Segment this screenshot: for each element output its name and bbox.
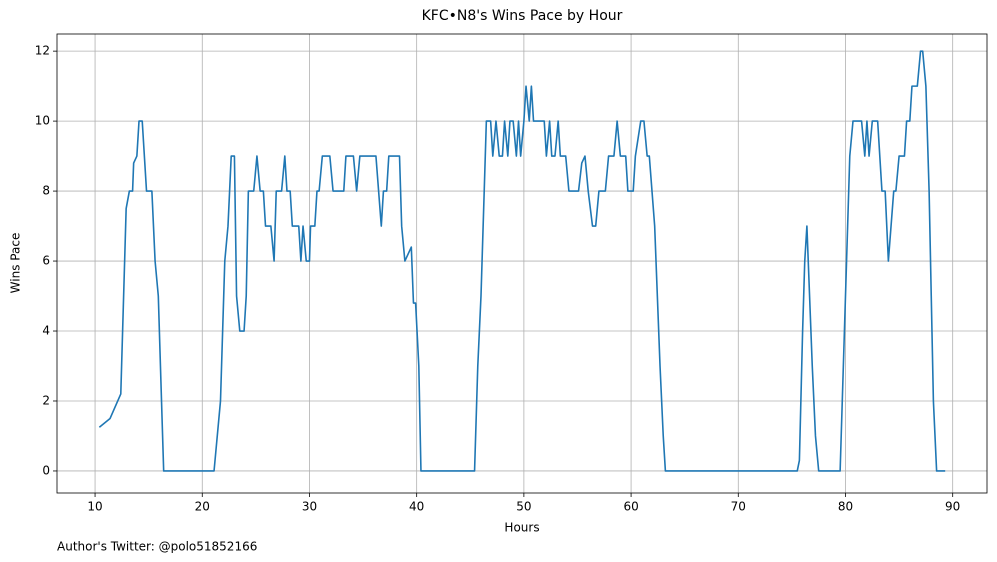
x-tick-label: 90 (945, 500, 960, 514)
y-tick-label: 6 (42, 254, 50, 268)
x-tick-label: 70 (731, 500, 746, 514)
data-line (98, 50, 946, 472)
x-tick-label: 40 (409, 500, 424, 514)
x-tick-label: 50 (516, 500, 531, 514)
y-tick-label: 4 (42, 324, 50, 338)
y-tick-label: 12 (35, 44, 50, 58)
x-tick-label: 30 (302, 500, 317, 514)
chart-title: KFC•N8's Wins Pace by Hour (422, 8, 623, 24)
x-tick-label: 10 (87, 500, 102, 514)
y-tick-label: 0 (42, 463, 50, 477)
y-tick-label: 8 (42, 184, 50, 198)
x-tick-label: 60 (623, 500, 638, 514)
y-tick-label: 2 (42, 393, 50, 407)
x-tick-label: 20 (195, 500, 210, 514)
footnote: Author's Twitter: @polo51852166 (57, 540, 257, 554)
x-axis-label: Hours (504, 521, 539, 535)
y-axis-label: Wins Pace (9, 233, 23, 294)
plot-frame (56, 33, 988, 494)
y-tick-label: 10 (35, 114, 50, 128)
x-tick-label: 80 (838, 500, 853, 514)
